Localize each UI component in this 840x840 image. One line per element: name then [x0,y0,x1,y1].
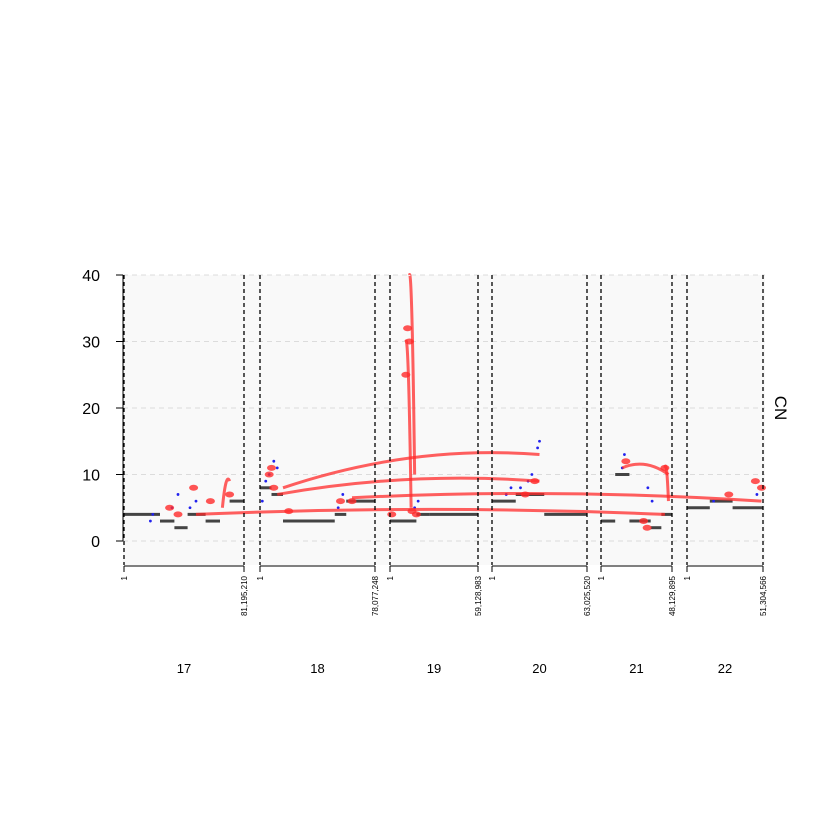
sv-node [724,491,734,498]
sv-node [660,464,670,471]
sv-node [756,484,766,491]
sv-edge [195,507,665,516]
sv-edge [351,491,762,503]
junction-point [650,499,654,503]
sv-node [284,508,294,515]
chrom-name-label: 17 [177,661,191,676]
sv-node [347,498,357,505]
chrom-end-label: 59,128,983 [474,575,483,616]
chrom-start-label: 1 [488,575,497,580]
chrom-name-label: 20 [532,661,546,676]
sv-node [225,491,235,498]
y-tick-label: 10 [82,468,100,485]
junction-point [275,466,279,470]
chrom-end-label: 51,304,566 [759,575,768,616]
junction-point [176,493,180,496]
junction-point [536,446,539,450]
junction-point [264,479,268,483]
sv-node [520,491,530,498]
chrom-name-label: 21 [629,661,643,676]
chrom-name-label: 22 [718,661,732,676]
sv-node [387,511,397,518]
chrom-start-label: 1 [683,575,692,580]
junction-point [151,513,155,516]
junction-point [272,459,276,463]
y-tick-label: 0 [91,534,100,551]
chrom-end-label: 78,077,248 [371,575,380,616]
sv-node [336,498,345,505]
sv-node [401,371,411,378]
sv-node [403,325,413,332]
y-tick-label: 40 [82,268,100,285]
sv-node [621,458,631,465]
chrom-start-label: 1 [597,575,606,580]
sv-edge [220,477,232,508]
junction-point [623,453,626,456]
y-axis: 0 10 20 30 40 [82,268,124,551]
junction-point [538,439,541,443]
y-tick-label: 20 [82,401,100,418]
sv-node [530,478,540,485]
sv-node [165,504,175,511]
junction-point [416,499,420,503]
sv-node [404,338,414,345]
junction-point [519,486,522,490]
gridlines [123,274,765,542]
chrom-end-label: 63,025,520 [583,575,592,616]
sv-node [642,524,652,531]
sv-node [639,518,649,525]
junction-point [646,486,650,490]
sv-node [205,498,215,505]
chromosome-borders [123,275,764,565]
sv-node [267,464,276,471]
junction-point [712,499,715,503]
chrom-start-label: 1 [386,575,395,580]
junction-point [194,499,198,503]
sv-edge [621,462,670,476]
chrom-start-label: 1 [256,575,265,580]
junction-point [755,493,759,496]
sv-node [750,478,760,485]
chrom-name-label: 18 [310,661,324,676]
junction-point [341,493,345,496]
plot-panel-background [123,275,765,565]
sv-node [411,511,421,518]
sv-node [173,511,183,518]
junction-point [530,473,534,476]
sv-nodes [165,325,766,531]
sv-node [269,484,279,491]
y-tick-label: 30 [82,335,100,352]
junction-point [149,519,152,523]
chrom-end-label: 81,195,210 [240,575,249,616]
sv-node [264,471,274,478]
sv-node [189,484,199,491]
chrom-start-label: 1 [120,575,129,580]
chrom-name-label: 19 [427,661,441,676]
x-axis: 1 81,195,210 17 1 78,077,248 18 1 59,128,983 19 1… [120,565,768,676]
y-axis-label: CN [771,396,790,421]
junction-point [260,499,264,503]
junction-point [336,506,340,510]
junction-point [509,486,513,490]
junction-point [188,506,192,510]
sv-edge [276,476,540,496]
chrom-end-label: 48,129,895 [668,575,677,616]
